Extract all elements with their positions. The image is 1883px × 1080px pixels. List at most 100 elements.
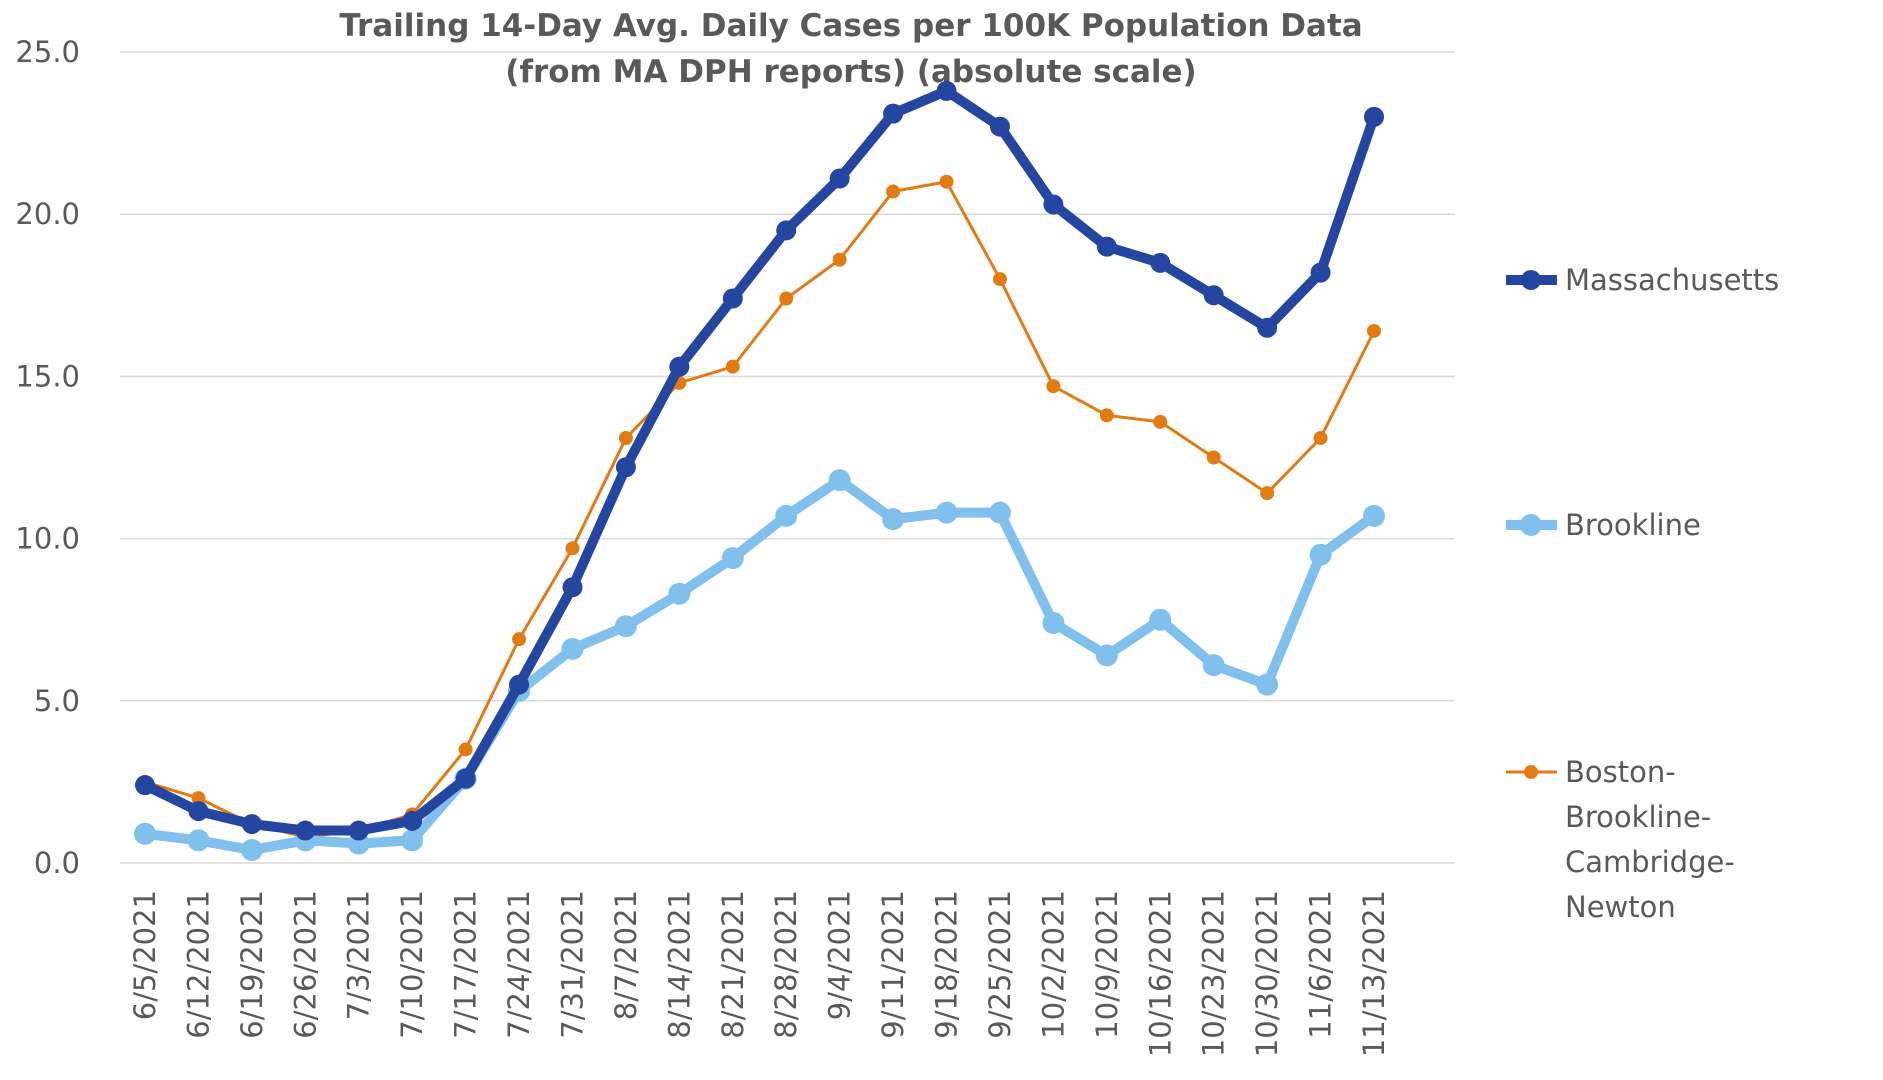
data-point: [1202, 654, 1225, 677]
data-point: [669, 356, 690, 377]
data-point: [134, 822, 156, 845]
data-point: [882, 508, 905, 531]
data-point: [886, 184, 901, 199]
data-point: [1203, 285, 1224, 306]
x-tick-label: 10/16/2021: [1143, 890, 1177, 1057]
legend-label-line: Cambridge-: [1565, 845, 1735, 879]
data-point: [614, 615, 637, 638]
data-point: [1313, 431, 1328, 446]
data-point: [1256, 673, 1279, 696]
data-point: [1206, 450, 1221, 465]
legend-label: Boston- Brookline- Cambridge- Newton: [1565, 755, 1735, 924]
y-tick-label: 25.0: [15, 35, 80, 69]
data-point: [561, 637, 584, 660]
data-point: [509, 674, 530, 695]
data-point: [618, 431, 633, 446]
legend-label: Massachusetts: [1565, 263, 1779, 297]
data-point: [1150, 252, 1171, 273]
x-tick-label: 11/13/2021: [1357, 890, 1391, 1057]
data-point: [828, 469, 851, 492]
data-point: [1099, 408, 1114, 423]
data-point: [776, 220, 797, 241]
data-point: [240, 839, 263, 862]
data-point: [936, 80, 957, 101]
data-point: [1257, 317, 1278, 338]
data-point: [562, 577, 583, 598]
data-point: [512, 632, 527, 647]
x-tick-label: 8/21/2021: [716, 890, 750, 1039]
data-point: [779, 291, 794, 306]
data-point: [401, 829, 424, 852]
data-point: [1042, 611, 1065, 634]
x-tick-label: 8/14/2021: [662, 890, 696, 1039]
data-point: [1153, 414, 1168, 429]
data-point: [188, 801, 209, 822]
x-tick-label: 10/23/2021: [1197, 890, 1231, 1057]
data-point: [668, 582, 691, 605]
x-tick-label: 7/24/2021: [502, 890, 536, 1039]
data-point: [883, 103, 904, 124]
x-tick-label: 10/9/2021: [1090, 890, 1124, 1039]
data-point: [615, 457, 636, 478]
y-tick-label: 5.0: [34, 684, 80, 718]
x-tick-label: 7/31/2021: [555, 890, 589, 1039]
x-tick-label: 6/12/2021: [181, 890, 215, 1039]
data-point: [1149, 608, 1172, 631]
data-point: [1260, 486, 1275, 501]
x-tick-label: 9/11/2021: [876, 890, 910, 1039]
data-point: [721, 547, 744, 570]
data-point: [832, 252, 847, 267]
data-point: [1364, 106, 1384, 127]
x-tick-label: 6/26/2021: [288, 890, 322, 1039]
data-point: [458, 742, 473, 757]
x-tick-label: 8/7/2021: [609, 890, 643, 1020]
data-point: [935, 501, 958, 524]
x-tick-label: 9/25/2021: [983, 890, 1017, 1039]
data-point: [1309, 543, 1332, 566]
data-point: [241, 814, 262, 835]
data-point: [992, 272, 1007, 287]
data-point: [775, 504, 798, 527]
data-point: [989, 116, 1010, 137]
data-point: [135, 775, 155, 796]
data-point: [187, 829, 210, 852]
x-tick-label: 10/2/2021: [1036, 890, 1070, 1039]
x-tick-label: 7/10/2021: [395, 890, 429, 1039]
data-point: [1367, 323, 1381, 338]
data-point: [295, 820, 316, 841]
legend-marker: [1520, 514, 1542, 536]
x-tick-label: 10/30/2021: [1250, 890, 1284, 1057]
y-tick-label: 0.0: [34, 846, 80, 880]
chart-title: (from MA DPH reports) (absolute scale): [505, 54, 1196, 90]
legend-marker: [1521, 270, 1541, 290]
data-point: [939, 174, 954, 189]
data-point: [565, 541, 580, 556]
x-tick-label: 7/17/2021: [449, 890, 483, 1039]
chart-title: Trailing 14-Day Avg. Daily Cases per 100…: [339, 8, 1362, 44]
data-point: [1310, 262, 1331, 283]
data-point: [829, 168, 850, 189]
y-tick-label: 10.0: [15, 522, 80, 556]
x-tick-label: 9/18/2021: [930, 890, 964, 1039]
data-point: [1096, 236, 1117, 257]
y-tick-label: 15.0: [15, 359, 80, 393]
y-tick-label: 20.0: [15, 197, 80, 231]
x-tick-label: 9/4/2021: [823, 890, 857, 1020]
x-tick-label: 8/28/2021: [769, 890, 803, 1039]
data-point: [1095, 644, 1118, 667]
legend-label: Brookline: [1565, 508, 1701, 542]
data-point: [402, 810, 423, 831]
data-point: [1363, 504, 1385, 527]
series-line: [142, 85, 1379, 836]
data-point: [348, 820, 369, 841]
data-point: [191, 791, 206, 806]
series-line: [144, 475, 1377, 856]
data-point: [1043, 194, 1064, 215]
legend-label-line: Newton: [1565, 890, 1676, 924]
legend-label-line: Brookline-: [1565, 800, 1711, 834]
x-tick-label: 11/6/2021: [1304, 890, 1338, 1039]
x-tick-label: 6/5/2021: [128, 890, 162, 1020]
legend-marker: [1524, 765, 1538, 779]
x-tick-label: 6/19/2021: [235, 890, 269, 1039]
